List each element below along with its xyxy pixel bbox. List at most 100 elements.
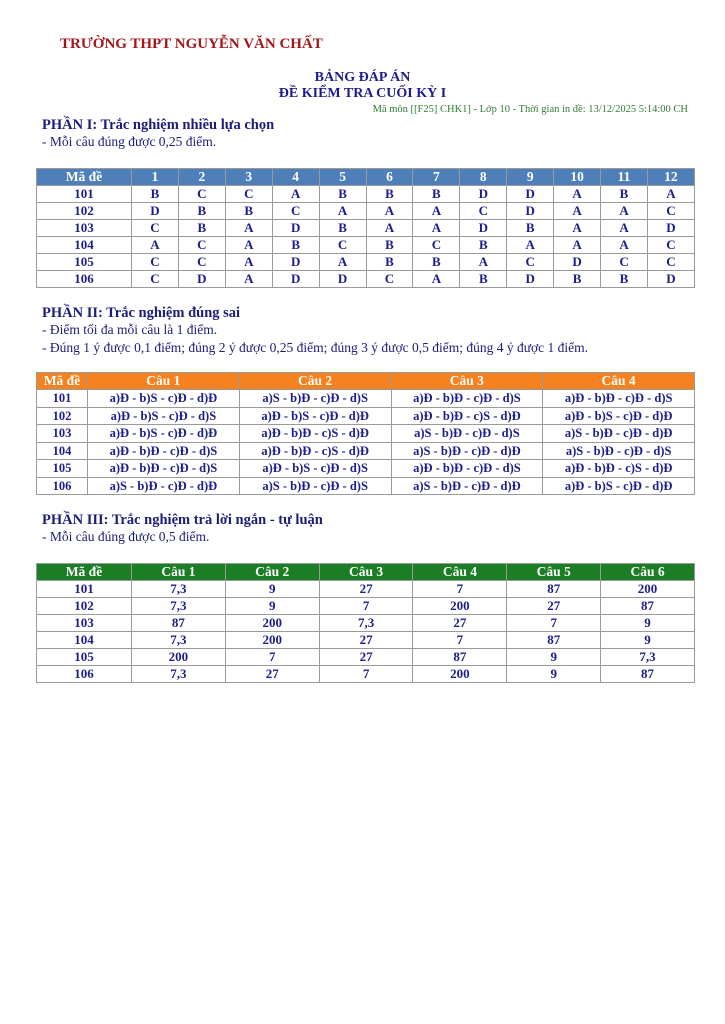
answer-cell: a)Đ - b)S - c)Đ - d)Đ — [542, 476, 695, 495]
answer-cell: 7,3 — [600, 648, 695, 666]
answer-cell: A — [271, 185, 320, 203]
answer-cell: 7,3 — [131, 631, 226, 649]
answer-cell: B — [600, 270, 648, 288]
header-question-6: Câu 6 — [600, 563, 695, 581]
answer-cell: 7,3 — [131, 580, 226, 598]
answer-cell: A — [553, 236, 602, 254]
answer-cell: D — [506, 202, 555, 220]
answer-cell: 9 — [600, 614, 695, 632]
answer-cell: 27 — [318, 580, 414, 598]
answer-cell: A — [459, 253, 508, 271]
answer-cell: D — [271, 270, 320, 288]
header-question-7: 7 — [412, 168, 461, 186]
exam-code-cell: 105 — [36, 459, 88, 478]
answer-cell: D — [506, 185, 555, 203]
header-question-10: 10 — [553, 168, 602, 186]
exam-code-cell: 101 — [36, 185, 132, 203]
answer-cell: D — [459, 219, 508, 237]
answer-cell: C — [177, 236, 226, 254]
answer-cell: B — [506, 219, 555, 237]
answer-cell: a)Đ - b)S - c)Đ - d)S — [87, 406, 240, 425]
answer-cell: a)S - b)Đ - c)Đ - d)S — [390, 424, 544, 443]
answer-cell: 7,3 — [318, 614, 414, 632]
header-question-11: 11 — [600, 168, 648, 186]
answer-cell: C — [412, 236, 461, 254]
answer-cell: B — [224, 202, 273, 220]
answer-cell: B — [271, 236, 320, 254]
answer-cell: A — [646, 185, 695, 203]
table-row: 105 C C A D A B B A C D C C — [36, 253, 695, 271]
header-question-4: 4 — [271, 168, 320, 186]
part1-answer-table: Mã đề 1 2 3 4 5 6 7 8 9 10 11 12 101 B C C A B B B D D A B A 102 D B… — [36, 168, 695, 288]
answer-cell: 9 — [506, 665, 602, 683]
exam-code-cell: 102 — [36, 597, 132, 615]
header-question-4: Câu 4 — [542, 372, 695, 390]
answer-cell: A — [412, 202, 461, 220]
table-header-row: Mã đề Câu 1 Câu 2 Câu 3 Câu 4 Câu 5 Câu 6 — [36, 563, 695, 581]
answer-cell: A — [506, 236, 555, 254]
table-row: 104 A C A B C B C B A A A C — [36, 236, 695, 254]
answer-cell: 87 — [412, 648, 508, 666]
header-question-9: 9 — [506, 168, 555, 186]
answer-cell: A — [412, 270, 461, 288]
part3-note: - Mỗi câu đúng được 0,5 điểm. — [42, 529, 210, 544]
answer-cell: A — [365, 202, 414, 220]
header-question-1: 1 — [131, 168, 179, 186]
answer-cell: B — [177, 202, 226, 220]
part3-answer-table: Mã đề Câu 1 Câu 2 Câu 3 Câu 4 Câu 5 Câu 6 101 7,… — [36, 563, 695, 683]
answer-cell: A — [318, 202, 367, 220]
answer-cell: C — [646, 236, 695, 254]
header-question-2: 2 — [177, 168, 226, 186]
answer-cell: a)Đ - b)S - c)Đ - d)Đ — [87, 424, 240, 443]
answer-cell: B — [412, 185, 461, 203]
answer-cell: 7 — [412, 580, 508, 598]
header-question-3: Câu 3 — [318, 563, 414, 581]
part2-note-2: - Đúng 1 ý được 0,1 điểm; đúng 2 ý được … — [42, 340, 589, 355]
answer-cell: A — [224, 253, 273, 271]
answer-cell: 7 — [506, 614, 602, 632]
answer-cell: a)S - b)Đ - c)Đ - d)Đ — [390, 476, 544, 495]
answer-cell: B — [365, 185, 414, 203]
answer-cell: 200 — [224, 614, 320, 632]
answer-cell: a)S - b)Đ - c)Đ - d)S — [238, 389, 392, 408]
answer-cell: D — [318, 270, 367, 288]
answer-cell: 200 — [224, 631, 320, 649]
answer-cell: A — [224, 270, 273, 288]
part1-note: - Mỗi câu đúng được 0,25 điểm. — [42, 134, 217, 149]
part3-title: PHẦN III: Trắc nghiệm trả lời ngắn - tự … — [42, 512, 323, 528]
answer-cell: 87 — [506, 580, 602, 598]
exam-code-cell: 105 — [36, 648, 132, 666]
exam-code-cell: 106 — [36, 665, 132, 683]
exam-code-cell: 104 — [36, 441, 88, 460]
answer-cell: A — [600, 236, 648, 254]
answer-cell: D — [131, 202, 179, 220]
table-row: 106 7,3 27 7 200 9 87 — [36, 665, 695, 683]
header-question-3: Câu 3 — [390, 372, 544, 390]
exam-code-cell: 102 — [36, 202, 132, 220]
part1-title: PHẦN I: Trắc nghiệm nhiều lựa chọn — [42, 117, 275, 133]
answer-cell: C — [271, 202, 320, 220]
answer-cell: 7 — [318, 597, 414, 615]
answer-cell: A — [553, 202, 602, 220]
answer-cell: B — [318, 219, 367, 237]
answer-cell: B — [412, 253, 461, 271]
header-exam-code: Mã đề — [36, 168, 132, 186]
exam-code-cell: 105 — [36, 253, 132, 271]
table-header-row: Mã đề Câu 1 Câu 2 Câu 3 Câu 4 — [36, 372, 695, 390]
exam-code-cell: 103 — [36, 424, 88, 443]
exam-code-cell: 106 — [36, 270, 132, 288]
answer-cell: C — [459, 202, 508, 220]
table-row: 106 C D A D D C A B D B B D — [36, 270, 695, 288]
answer-cell: 7,3 — [131, 665, 226, 683]
header-question-12: 12 — [646, 168, 695, 186]
answer-cell: 9 — [506, 648, 602, 666]
answer-cell: 87 — [600, 665, 695, 683]
header-question-8: 8 — [459, 168, 508, 186]
answer-cell: 27 — [506, 597, 602, 615]
table-row: 106 a)S - b)Đ - c)Đ - d)Đ a)S - b)Đ - c)Đ … — [36, 476, 695, 495]
header-question-6: 6 — [365, 168, 414, 186]
answer-cell: 9 — [224, 580, 320, 598]
header-exam-code: Mã đề — [36, 372, 88, 390]
answer-cell: D — [506, 270, 555, 288]
answer-cell: 27 — [318, 648, 414, 666]
